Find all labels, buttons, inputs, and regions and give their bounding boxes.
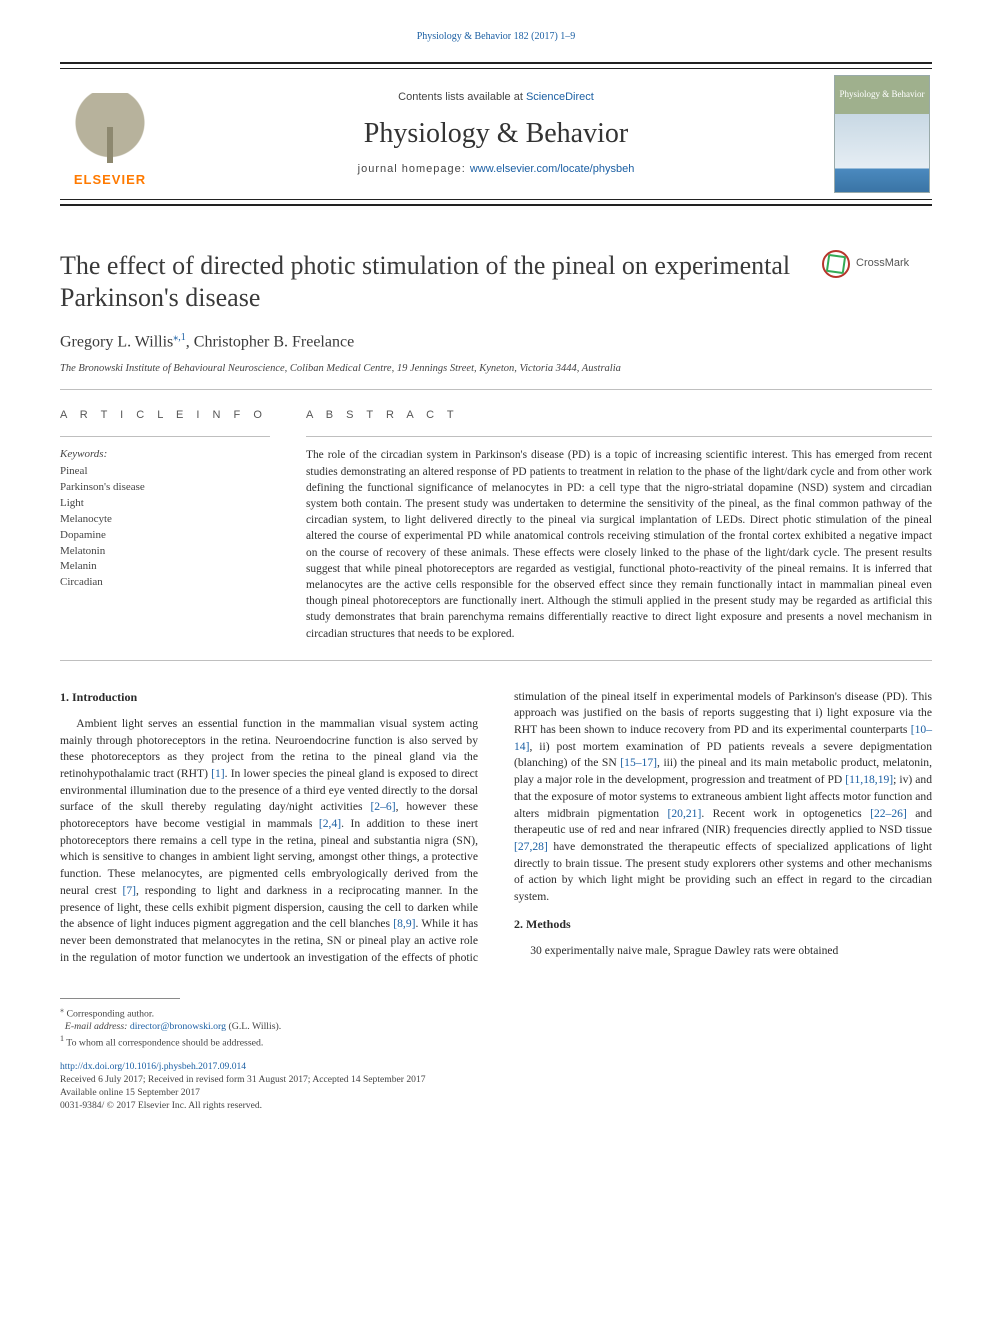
keywords-label: Keywords: <box>60 447 270 462</box>
note1-mark: 1 <box>60 1034 64 1043</box>
journal-cover-title: Physiology & Behavior <box>835 76 929 114</box>
cite-link[interactable]: [11,18,19] <box>845 773 893 786</box>
cite-link[interactable]: [8,9] <box>393 917 415 930</box>
cite-link[interactable]: [22–26] <box>870 807 907 820</box>
keyword: Dopamine <box>60 528 270 543</box>
journal-cover-art <box>835 114 929 192</box>
email-line: E-mail address: director@bronowski.org (… <box>60 1020 932 1033</box>
corr-email-link[interactable]: director@bronowski.org <box>130 1021 226 1032</box>
article-info-heading: A R T I C L E I N F O <box>60 408 270 423</box>
text: . Recent work in optogenetics <box>701 807 870 820</box>
corr-mark: ⁎ <box>60 1005 64 1014</box>
cite-link[interactable]: [27,28] <box>514 840 548 853</box>
section-2-heading: 2. Methods <box>514 916 932 933</box>
cite-link[interactable]: [1] <box>211 767 225 780</box>
elsevier-tree-icon <box>67 93 153 167</box>
journal-name: Physiology & Behavior <box>178 115 814 153</box>
masthead-center: Contents lists available at ScienceDirec… <box>178 75 814 193</box>
author-2: Christopher B. Freelance <box>194 333 354 350</box>
article-info-col: A R T I C L E I N F O Keywords: Pineal P… <box>60 408 270 642</box>
elsevier-logo: ELSEVIER <box>60 79 160 189</box>
footnote-1: 1 To whom all correspondence should be a… <box>60 1034 932 1049</box>
doi-block: http://dx.doi.org/10.1016/j.physbeh.2017… <box>60 1061 932 1113</box>
info-abstract-row: A R T I C L E I N F O Keywords: Pineal P… <box>60 408 932 642</box>
email-label: E-mail address: <box>65 1021 128 1032</box>
publisher-logo-slot: ELSEVIER <box>60 75 160 193</box>
crossmark-badge[interactable]: CrossMark <box>822 250 932 278</box>
available-online: Available online 15 September 2017 <box>60 1087 932 1100</box>
journal-homepage-link[interactable]: www.elsevier.com/locate/physbeh <box>470 163 634 175</box>
keyword: Pineal <box>60 464 270 479</box>
footnote-rule <box>60 998 180 999</box>
affiliation: The Bronowski Institute of Behavioural N… <box>60 362 932 376</box>
keyword: Light <box>60 496 270 511</box>
homepage-prefix: journal homepage: <box>358 163 470 175</box>
abstract-text: The role of the circadian system in Park… <box>306 447 932 641</box>
elsevier-wordmark: ELSEVIER <box>74 171 146 189</box>
footnotes: ⁎ Corresponding author. E-mail address: … <box>60 1005 932 1049</box>
contents-list-line: Contents lists available at ScienceDirec… <box>178 90 814 105</box>
corresponding-author-note: ⁎ Corresponding author. <box>60 1005 932 1020</box>
keyword: Melanin <box>60 559 270 574</box>
cite-link[interactable]: [15–17] <box>620 756 657 769</box>
email-paren: (G.L. Willis). <box>229 1021 282 1032</box>
journal-cover-slot: Physiology & Behavior <box>832 75 932 193</box>
corr-text: Corresponding author. <box>66 1008 154 1019</box>
keyword: Melatonin <box>60 544 270 559</box>
section-1-heading: 1. Introduction <box>60 689 478 706</box>
journal-cover-thumb: Physiology & Behavior <box>834 75 930 193</box>
page-root: Physiology & Behavior 182 (2017) 1–9 ELS… <box>0 0 992 1137</box>
copyright-line: 0031-9384/ © 2017 Elsevier Inc. All righ… <box>60 1100 932 1113</box>
cite-link[interactable]: [2–6] <box>370 800 395 813</box>
cite-link[interactable]: [7] <box>122 884 136 897</box>
rule-below-abstract <box>60 660 932 661</box>
masthead: ELSEVIER Contents lists available at Sci… <box>60 68 932 200</box>
keyword: Melanocyte <box>60 512 270 527</box>
author-line: Gregory L. Willis⁎,1, Christopher B. Fre… <box>60 331 932 353</box>
author-1-marks: ⁎,1 <box>173 332 186 343</box>
article-history: Received 6 July 2017; Received in revise… <box>60 1074 932 1087</box>
masthead-border: ELSEVIER Contents lists available at Sci… <box>60 62 932 206</box>
body-two-column: 1. Introduction Ambient light serves an … <box>60 689 932 968</box>
rule-above-info <box>60 389 932 390</box>
crossmark-icon <box>822 250 850 278</box>
info-subrule <box>60 436 270 437</box>
running-head: Physiology & Behavior 182 (2017) 1–9 <box>60 30 932 44</box>
note1-text: To whom all correspondence should be add… <box>66 1037 263 1048</box>
title-row: The effect of directed photic stimulatio… <box>60 250 932 315</box>
section-2-paragraph: 30 experimentally naive male, Sprague Da… <box>514 943 932 960</box>
cite-link[interactable]: [2,4] <box>319 817 341 830</box>
keyword: Circadian <box>60 575 270 590</box>
article-title: The effect of directed photic stimulatio… <box>60 250 802 315</box>
abstract-subrule <box>306 436 932 437</box>
running-head-link[interactable]: Physiology & Behavior 182 (2017) 1–9 <box>417 31 576 42</box>
abstract-heading: A B S T R A C T <box>306 408 932 423</box>
sciencedirect-link[interactable]: ScienceDirect <box>526 91 594 103</box>
keywords-list: Pineal Parkinson's disease Light Melanoc… <box>60 464 270 590</box>
text: have demonstrated the therapeutic effect… <box>514 840 932 903</box>
doi-link[interactable]: http://dx.doi.org/10.1016/j.physbeh.2017… <box>60 1061 246 1072</box>
abstract-col: A B S T R A C T The role of the circadia… <box>306 408 932 642</box>
cite-link[interactable]: [20,21] <box>668 807 702 820</box>
keyword: Parkinson's disease <box>60 480 270 495</box>
text: 30 experimentally naive male, Sprague Da… <box>530 944 838 957</box>
author-1: Gregory L. Willis <box>60 333 173 350</box>
contents-prefix: Contents lists available at <box>398 91 526 103</box>
journal-homepage-line: journal homepage: www.elsevier.com/locat… <box>178 162 814 177</box>
crossmark-label: CrossMark <box>856 256 909 271</box>
